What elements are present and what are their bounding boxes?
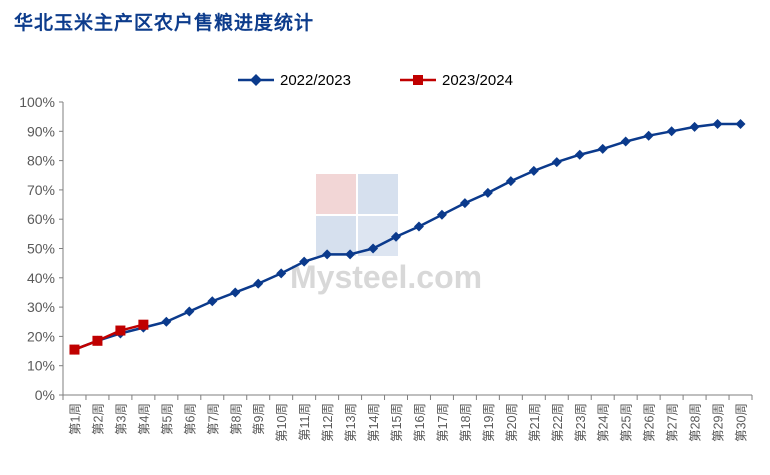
x-tick-label: 第25周 [620,403,634,442]
y-tick-label: 70% [27,182,55,198]
data-point [551,157,562,168]
x-tick-label: 第3周 [114,403,128,435]
y-axis: 0% 10% 20% 30% 40% 50% 60% 70% 80% 90% 100% [19,94,64,403]
x-tick-label: 第6周 [183,403,197,435]
x-tick-label: 第30周 [735,403,749,442]
x-tick-label: 第5周 [160,403,174,435]
data-point [459,198,470,209]
x-tick-label: 第12周 [321,403,335,442]
data-point [666,126,677,137]
data-point [115,325,126,336]
x-tick-label: 第16周 [413,403,427,442]
x-tick-label: 第18周 [459,403,473,442]
series-line [74,122,741,351]
data-point [184,306,195,317]
data-point [391,231,402,242]
y-tick-label: 100% [19,94,55,110]
x-tick-label: 第19周 [482,403,496,442]
data-point [276,268,287,279]
legend-marker-square-icon [400,75,436,85]
x-tick-label: 第20周 [505,403,519,442]
x-tick-label: 第10周 [275,403,289,442]
y-tick-label: 0% [35,387,55,403]
data-point [322,249,333,260]
x-axis: 第1周 第2周 第3周 第4周 第5周 第6周 第7周 第8周 第9周 第10周 第11周 第12周第… [62,394,753,442]
x-tick-label: 第11周 [298,403,312,441]
data-point [161,316,172,327]
y-tick-label: 30% [27,299,55,315]
legend-item-2023-2024: 2023/2024 [400,68,513,92]
data-point [712,118,723,129]
data-point [368,243,379,254]
x-tick-label: 第28周 [689,403,703,442]
series-line [74,323,144,351]
x-tick-label: 第24周 [597,403,611,442]
page-title: 华北玉米主产区农户售粮进度统计 [14,12,315,34]
x-tick-label: 第4周 [137,403,151,435]
data-point [505,176,516,187]
x-tick-label: 第17周 [436,403,450,442]
y-tick-label: 20% [27,328,55,344]
y-tick-label: 10% [27,358,55,374]
data-point [207,296,218,307]
data-point [574,149,585,160]
x-tick-label: 第2周 [91,403,105,435]
y-tick-label: 50% [27,241,55,257]
x-tick-label: 第1周 [68,403,82,435]
x-tick-label: 第21周 [528,403,542,442]
data-point [689,121,700,132]
data-point [345,249,356,260]
y-tick-label: 80% [27,153,55,169]
data-point [299,256,310,267]
x-tick-label: 第7周 [206,403,220,435]
series-2022-2023 [69,118,746,355]
chart-legend: 2022/2023 2023/2024 [0,68,770,92]
series-2023-2024 [69,319,149,355]
data-point [597,143,608,154]
x-tick-label: 第8周 [229,403,243,435]
x-tick-label: 第26周 [643,403,657,442]
data-point [528,165,539,176]
x-tick-label: 第22周 [551,403,565,442]
x-tick-label: 第27周 [666,403,680,442]
x-tick-label: 第9周 [252,403,266,435]
y-tick-label: 60% [27,211,55,227]
x-tick-label: 第29周 [712,403,726,442]
x-tick-label: 第23周 [574,403,588,442]
legend-label-2022-2023: 2022/2023 [280,71,351,89]
data-point [482,187,493,198]
x-tick-label: 第15周 [390,403,404,442]
x-tick-label: 第14周 [367,403,381,442]
y-tick-label: 90% [27,123,55,139]
legend-label-2023-2024: 2023/2024 [442,71,513,89]
x-tick-label: 第13周 [344,403,358,442]
data-point [413,221,424,232]
y-tick-label: 40% [27,270,55,286]
data-point [735,118,746,129]
data-point [69,344,80,355]
data-point [138,319,149,330]
data-point [436,209,447,220]
data-point [620,136,631,147]
data-point [643,130,654,141]
data-point [253,278,264,289]
legend-marker-diamond-icon [238,74,274,86]
series-layer [69,118,746,355]
legend-item-2022-2023: 2022/2023 [238,68,351,92]
data-point [230,287,241,298]
data-point [92,335,103,346]
